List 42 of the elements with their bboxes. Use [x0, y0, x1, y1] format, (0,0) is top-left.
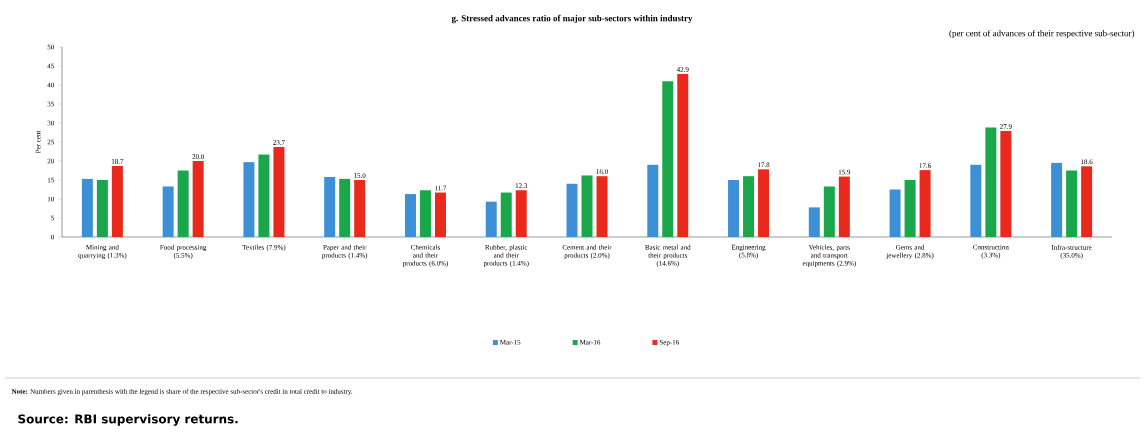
bar [566, 183, 578, 237]
bar [1000, 130, 1012, 237]
bar [970, 164, 982, 237]
chart-subtitle: (per cent of advances of their respective sub-sector) [949, 29, 1135, 39]
bar [728, 180, 740, 237]
bar [985, 127, 997, 237]
bar [919, 170, 931, 237]
bar [243, 162, 255, 237]
bar [1081, 166, 1093, 237]
bar [324, 176, 336, 237]
bar [596, 176, 608, 237]
bar [581, 175, 593, 237]
bar [354, 180, 366, 237]
source-note: Source: RBI supervisory returns. [18, 414, 238, 426]
chart-title: g. Stressed advances ratio of major sub-sectors within industry [451, 14, 693, 24]
bar [258, 154, 270, 237]
bar [758, 169, 770, 237]
bar [485, 201, 497, 237]
bar [677, 73, 689, 237]
bar [743, 176, 755, 237]
bar [500, 192, 512, 237]
bar [808, 207, 820, 237]
bar [111, 165, 123, 237]
bar [838, 176, 850, 237]
bar [419, 190, 431, 237]
bar [434, 192, 446, 237]
bar [889, 189, 901, 237]
bar [96, 180, 108, 237]
bar [823, 186, 835, 237]
bar [662, 81, 674, 237]
bar [273, 146, 285, 237]
bar [404, 194, 416, 237]
bar [177, 170, 189, 237]
bar [1051, 162, 1063, 237]
bar [515, 190, 527, 237]
bar [81, 178, 93, 237]
bar [339, 178, 351, 237]
bar [647, 164, 659, 237]
bar [192, 161, 204, 237]
bar [904, 180, 916, 237]
bar [162, 186, 174, 237]
bar [1066, 170, 1078, 237]
